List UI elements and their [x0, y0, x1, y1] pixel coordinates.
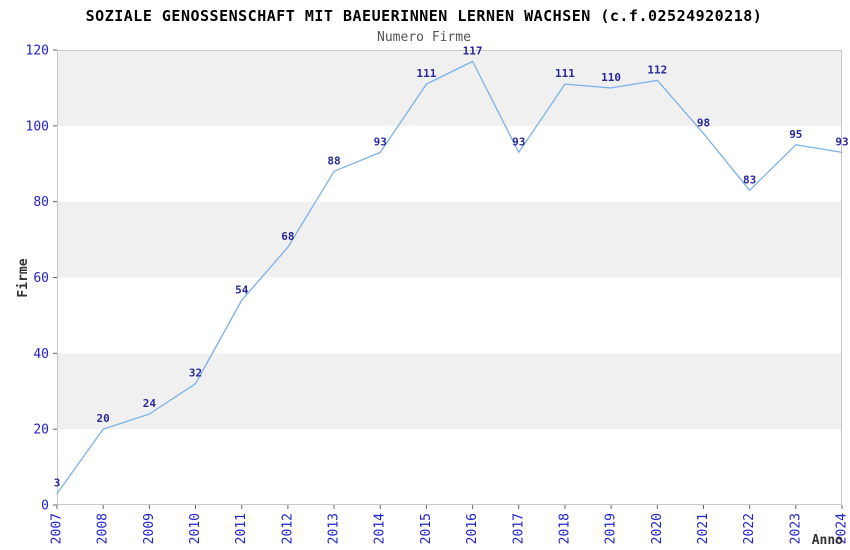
x-tick-label: 2009	[142, 513, 157, 544]
y-tick-label: 40	[33, 347, 49, 362]
plot-border	[57, 50, 842, 505]
x-tick-label: 2016	[465, 513, 480, 544]
chart-title: SOZIALE GENOSSENSCHAFT MIT BAEUERINNEN L…	[86, 7, 763, 25]
point-label: 111	[416, 67, 436, 80]
band	[57, 429, 842, 505]
y-tick-label: 20	[33, 423, 49, 438]
band	[57, 277, 842, 354]
x-tick-label: 2020	[650, 513, 665, 544]
firme-line	[56, 60, 843, 495]
point-label: 83	[743, 173, 756, 186]
y-axis-ticks: 0 20 40 60 80 100 120	[26, 44, 57, 514]
chart-subtitle: Numero Firme	[377, 30, 471, 45]
y-axis-label: Firme	[16, 258, 31, 297]
x-tick-label: 2017	[511, 513, 526, 544]
x-tick-label: 2018	[557, 513, 572, 544]
point-label: 32	[189, 367, 202, 380]
plot-bands	[57, 50, 842, 505]
x-tick-label: 2008	[96, 513, 111, 544]
x-tick-label: 2023	[788, 513, 803, 544]
point-label: 88	[327, 154, 340, 167]
point-label: 3	[54, 477, 61, 490]
data-series	[56, 60, 843, 495]
x-tick-label: 2021	[696, 513, 711, 544]
x-tick-label: 2019	[604, 513, 619, 544]
y-tick-label: 80	[33, 195, 49, 210]
plot-frame	[57, 50, 842, 505]
point-label: 98	[697, 116, 710, 129]
y-tick-label: 60	[33, 271, 49, 286]
y-tick-label: 120	[26, 44, 49, 59]
x-axis-ticks: 2007 2008 2009 2010 2011 2012 2013 2014 2015 2016…	[50, 505, 850, 544]
x-tick-label: 2011	[234, 513, 249, 544]
band	[57, 353, 842, 430]
band	[57, 50, 842, 126]
band	[57, 201, 842, 278]
point-label: 111	[555, 67, 575, 80]
point-label: 110	[601, 71, 621, 84]
x-tick-label: 2010	[188, 513, 203, 544]
x-tick-label: 2015	[419, 513, 434, 544]
x-axis-label: Anno	[812, 533, 843, 548]
x-tick-label: 2013	[327, 513, 342, 544]
point-label: 54	[235, 283, 249, 296]
point-label: 117	[463, 44, 483, 57]
band	[57, 125, 842, 202]
point-label: 93	[512, 135, 525, 148]
y-tick-label: 0	[41, 499, 49, 514]
x-tick-label: 2012	[280, 513, 295, 544]
x-tick-label: 2007	[50, 513, 65, 544]
point-label: 20	[97, 412, 110, 425]
x-tick-label: 2022	[742, 513, 757, 544]
x-tick-label: 2024	[835, 513, 850, 544]
point-label: 93	[374, 135, 387, 148]
point-label: 24	[143, 397, 157, 410]
point-label: 93	[835, 135, 848, 148]
point-label: 112	[647, 63, 667, 76]
point-label: 95	[789, 128, 802, 141]
point-label: 68	[281, 230, 294, 243]
x-tick-label: 2014	[373, 513, 388, 544]
y-tick-label: 100	[26, 119, 49, 134]
point-labels: 3 20 24 32 54 68 88 93 111 117 93 111 110 112 98 83 95 93	[54, 44, 849, 489]
